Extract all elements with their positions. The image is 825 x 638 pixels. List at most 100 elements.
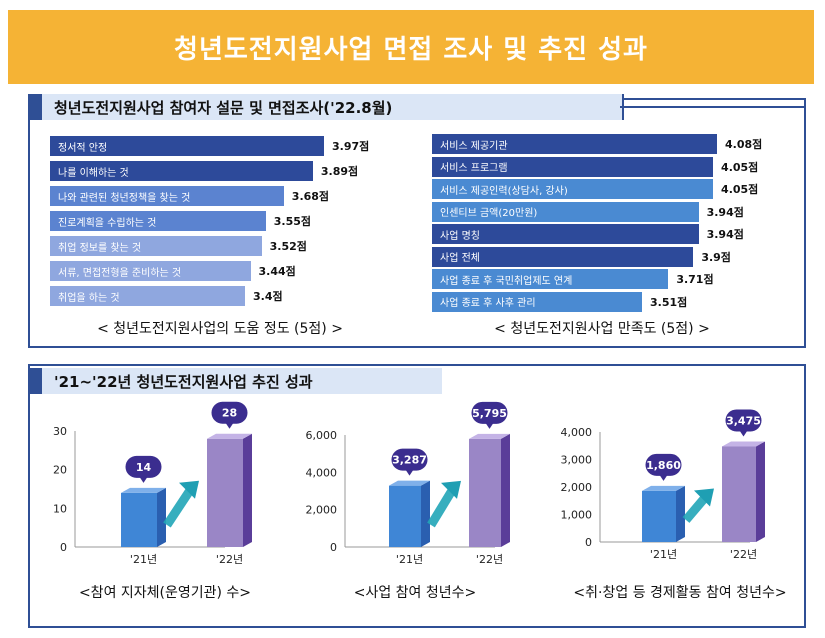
growth-arrow: [163, 486, 195, 528]
hbar: 서비스 제공인력(상담사, 강사): [432, 179, 714, 199]
hbar: 나와 관련된 청년정책을 찾는 것: [50, 186, 284, 206]
y-tick-label: 10: [53, 502, 67, 515]
y-tick-label: 0: [585, 536, 592, 549]
hbar: 서류, 면접전형을 준비하는 것: [50, 261, 251, 281]
hbar: 정서적 안정: [50, 136, 324, 156]
hbar: 서비스 제공기관: [432, 134, 717, 154]
hbar: 취업을 하는 것: [50, 286, 245, 306]
hbar: 진로계획을 수립하는 것: [50, 211, 266, 231]
hbar-row: 진로계획을 수립하는 것 3.55점: [50, 211, 311, 231]
value-label: 5,795: [472, 407, 507, 420]
growth-arrowhead: [179, 480, 199, 499]
page-banner: 청년도전지원사업 면접 조사 및 추진 성과: [8, 10, 814, 84]
hbar-row: 사업 전체 3.9점: [432, 246, 731, 267]
bar-top: [469, 433, 510, 439]
hbar-value-label: 4.05점: [721, 160, 759, 174]
hbar: 사업 종료 후 국민취업제도 연계: [432, 269, 669, 289]
value-bubble-pointer: [405, 469, 414, 476]
hbar-row: 정서적 안정 3.97점: [50, 136, 369, 156]
help-degree-caption: < 청년도전지원사업의 도움 정도 (5점) >: [97, 321, 343, 337]
hbar: 사업 종료 후 사후 관리: [432, 291, 642, 312]
value-bubble: [211, 401, 248, 424]
hbar-row: 서비스 제공기관 4.08점: [432, 134, 762, 154]
hbar-row: 서비스 프로그램 4.05점: [432, 156, 759, 177]
value-bubble-pointer: [139, 476, 148, 483]
hbar-value-label: 3.97점: [332, 140, 370, 153]
value-label: 3,287: [392, 454, 427, 467]
bar-top: [722, 441, 765, 447]
youth-participants-chart: 0 2,000 4,000 6,000 3,287 '21년 5,795 '22년: [306, 401, 510, 566]
growth-arrow: [427, 486, 457, 528]
value-bubble: [725, 409, 762, 432]
survey-section-title: 청년도전지원사업 참여자 설문 및 면접조사('22.8월): [42, 94, 624, 120]
hbar-value-label: 3.94점: [706, 205, 744, 219]
hbar-row: 서류, 면접전형을 준비하는 것 3.44점: [50, 261, 296, 281]
hbar: 서비스 프로그램: [432, 156, 714, 177]
y-tick-label: 0: [60, 541, 67, 554]
hbar-value-label: 4.05점: [721, 183, 759, 196]
value-label: 3,475: [726, 414, 761, 427]
hbar-row: 사업 종료 후 사후 관리 3.51점: [432, 291, 687, 312]
bar-side: [157, 487, 166, 547]
y-tick-label: 4,000: [306, 466, 338, 479]
hbar: 사업 전체: [432, 246, 694, 267]
value-bubble: [645, 453, 682, 476]
value-bubble-pointer: [485, 422, 494, 429]
local-government-caption: <참여 지자체(운영기관) 수>: [78, 585, 252, 601]
bar: [121, 492, 157, 547]
y-tick-label: 30: [53, 425, 67, 438]
hbar-value-label: 3.89점: [320, 165, 359, 178]
section-marker: [28, 94, 42, 120]
value-bubble: [125, 455, 162, 478]
x-tick-label: '21년: [130, 553, 157, 566]
y-tick-label: 1,000: [561, 509, 593, 522]
value-bubble-pointer: [739, 430, 748, 437]
page-title: 청년도전지원사업 면접 조사 및 추진 성과: [174, 34, 648, 65]
results-section-header: '21~'22년 청년도전지원사업 추진 성과: [28, 368, 442, 394]
x-tick-label: '22년: [216, 553, 243, 566]
hbar: 인센티브 금액(20만원): [432, 201, 699, 222]
bar-side: [501, 433, 510, 547]
bar-top: [389, 480, 430, 486]
hbar-row: 사업 종료 후 국민취업제도 연계 3.71점: [432, 269, 714, 289]
x-tick-label: '21년: [396, 553, 423, 566]
y-tick-label: 20: [53, 464, 67, 477]
hbar: 사업 명칭: [432, 224, 699, 244]
value-label: 28: [222, 407, 237, 420]
y-tick-label: 2,000: [561, 481, 593, 494]
hbar-value-label: 3.44점: [258, 265, 296, 278]
hbar: 취업 정보를 찾는 것: [50, 236, 262, 256]
hbar-value-label: 3.52점: [269, 240, 307, 253]
growth-arrowhead: [694, 488, 714, 507]
bar-side: [756, 441, 765, 542]
hbar-row: 취업 정보를 찾는 것 3.52점: [50, 236, 307, 256]
y-tick-label: 4,000: [561, 426, 593, 439]
y-tick-label: 6,000: [306, 429, 338, 442]
hbar-row: 취업을 하는 것 3.4점: [50, 286, 283, 306]
growth-arrow: [682, 493, 710, 523]
hbar-value-label: 3.9점: [701, 250, 731, 264]
hbar: 나를 이해하는 것: [50, 161, 313, 181]
economic-activity-caption: <취·창업 등 경제활동 참여 청년수>: [573, 585, 787, 601]
hbar-value-label: 4.08점: [725, 138, 763, 151]
local-government-chart: 0 10 20 30 14 '21년 28 '22년: [53, 401, 252, 566]
value-bubble-pointer: [225, 422, 234, 429]
growth-arrowhead: [441, 480, 461, 499]
hbar-row: 나와 관련된 청년정책을 찾는 것 3.68점: [50, 186, 329, 206]
hbar-value-label: 3.55점: [273, 215, 312, 228]
survey-section-header: 청년도전지원사업 참여자 설문 및 면접조사('22.8월): [28, 94, 624, 120]
value-bubble: [471, 401, 508, 424]
value-label: 1,860: [646, 459, 681, 472]
y-tick-label: 2,000: [306, 504, 338, 517]
hbar-row: 인센티브 금액(20만원) 3.94점: [432, 201, 744, 222]
value-bubble-pointer: [659, 474, 668, 481]
youth-participants-caption: <사업 참여 청년수>: [353, 585, 477, 601]
bar: [207, 438, 243, 547]
value-label: 14: [136, 461, 152, 474]
economic-activity-chart: 0 1,000 2,000 3,000 4,000 1,860 '21년 3,475 '22년: [561, 409, 765, 561]
bar: [642, 490, 676, 542]
hbar-value-label: 3.68점: [291, 190, 330, 203]
section-marker: [28, 368, 42, 394]
bar: [469, 438, 501, 547]
y-tick-label: 0: [330, 541, 337, 554]
